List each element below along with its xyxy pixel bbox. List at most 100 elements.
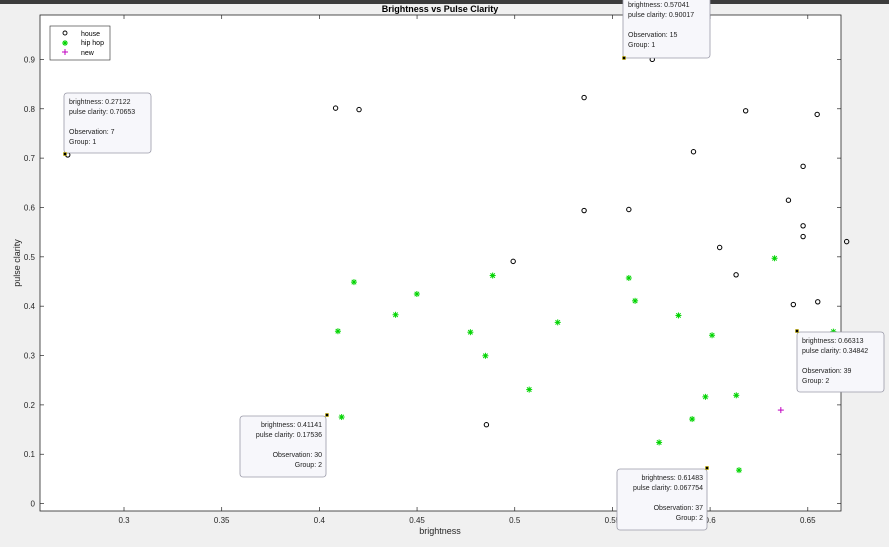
datatip-line: Group: 2 — [295, 462, 322, 469]
datatip-box — [616, 468, 708, 531]
x-tick-label: 0.4 — [314, 516, 326, 525]
hip-hop-point[interactable] — [702, 393, 709, 400]
datatip-line: Group: 2 — [802, 378, 829, 385]
legend-house-label: house — [81, 31, 100, 38]
house-point[interactable] — [332, 105, 339, 111]
y-tick-label: 0.1 — [24, 450, 36, 459]
x-tick-label: 0.65 — [800, 516, 816, 525]
legend-house-marker — [62, 30, 68, 36]
data-points — [65, 56, 850, 474]
datatip-anchor — [705, 466, 709, 470]
house-point[interactable] — [800, 233, 806, 240]
datatip-line: pulse clarity: 0.34842 — [802, 348, 868, 355]
house-point[interactable] — [581, 207, 587, 214]
hip-hop-point[interactable] — [554, 319, 561, 326]
house-point[interactable] — [690, 149, 697, 155]
y-tick-label: 0.7 — [24, 154, 36, 163]
x-tick-label: 0.6 — [705, 516, 717, 525]
new-point[interactable] — [777, 407, 784, 414]
hip-hop-point[interactable] — [334, 328, 341, 335]
house-point[interactable] — [815, 299, 821, 305]
x-tick-label: 0.35 — [214, 516, 230, 525]
datatip-line: brightness: 0.27122 — [69, 99, 131, 106]
y-tick-label: 0.4 — [24, 302, 36, 311]
hip-hop-point[interactable] — [656, 439, 663, 446]
datatip-line: brightness: 0.57041 — [628, 2, 690, 9]
data-tips[interactable]: brightness: 0.27122 pulse clarity: 0.7065… — [63, 0, 885, 531]
hip-hop-point[interactable] — [338, 414, 345, 421]
hip-hop-point[interactable] — [482, 352, 489, 359]
house-point[interactable] — [790, 301, 797, 308]
datatip-line: Observation: 39 — [802, 368, 852, 375]
hip-hop-point[interactable] — [771, 255, 778, 262]
chart-title: Brightness vs Pulse Clarity — [382, 4, 499, 14]
datatip-anchor — [795, 329, 799, 333]
y-tick-label: 0.9 — [24, 55, 36, 64]
hip-hop-point[interactable] — [632, 297, 639, 304]
datatip-line: Observation: 15 — [628, 32, 678, 39]
hip-hop-point[interactable] — [733, 392, 740, 399]
hip-hop-point[interactable] — [736, 467, 743, 474]
y-tick-label: 0 — [31, 500, 36, 509]
house-point[interactable] — [742, 108, 749, 114]
datatip[interactable]: brightness: 0.66313 pulse clarity: 0.3484… — [795, 329, 885, 393]
hip-hop-point[interactable] — [709, 332, 716, 339]
hip-hop-point[interactable] — [689, 416, 696, 423]
datatip[interactable]: brightness: 0.41141 pulse clarity: 0.1753… — [239, 413, 329, 478]
datatip-line: Group: 2 — [676, 515, 703, 522]
hip-hop-point[interactable] — [489, 272, 496, 279]
hip-hop-point[interactable] — [526, 386, 533, 393]
house-point[interactable] — [800, 223, 806, 229]
house-point[interactable] — [716, 244, 723, 251]
datatip[interactable]: brightness: 0.57041 pulse clarity: 0.9001… — [622, 0, 711, 60]
window-top-strip — [0, 0, 889, 4]
datatip-line: pulse clarity: 0.067754 — [633, 485, 703, 492]
datatip-line: Group: 1 — [69, 139, 96, 146]
y-tick-label: 0.6 — [24, 203, 36, 212]
datatip-line: Observation: 7 — [69, 129, 115, 136]
house-point[interactable] — [733, 272, 739, 278]
datatip-anchor — [622, 56, 626, 60]
x-tick-label: 0.5 — [509, 516, 521, 525]
hip-hop-point[interactable] — [675, 312, 682, 319]
legend-hip-hop-marker — [62, 40, 68, 46]
datatip-box — [239, 415, 327, 478]
datatip-line: pulse clarity: 0.17536 — [256, 432, 322, 439]
y-tick-label: 0.2 — [24, 401, 36, 410]
datatip[interactable]: brightness: 0.61483 pulse clarity: 0.0677… — [616, 466, 709, 531]
house-point[interactable] — [785, 197, 792, 203]
datatip-box — [63, 92, 152, 154]
legend-new-label: new — [81, 50, 95, 57]
axis-ticks: 0.3 0.35 0.4 0.45 0.5 0.55 0.6 0.65 0 0.1 0.2 0.3 0.… — [24, 15, 841, 525]
datatip-line: pulse clarity: 0.90017 — [628, 12, 694, 19]
datatip-box — [622, 0, 711, 59]
datatip-anchor — [325, 413, 329, 417]
datatip[interactable]: brightness: 0.27122 pulse clarity: 0.7065… — [63, 92, 152, 156]
house-point[interactable] — [814, 111, 820, 118]
legend-hip-hop-label: hip hop — [81, 40, 104, 47]
legend-new-marker — [62, 49, 68, 55]
datatip-line: brightness: 0.61483 — [642, 475, 704, 482]
datatip-line: brightness: 0.66313 — [802, 338, 864, 345]
datatip-anchor — [63, 152, 67, 156]
hip-hop-point[interactable] — [467, 329, 474, 336]
legend-box — [49, 25, 111, 61]
house-point[interactable] — [843, 238, 850, 245]
house-point[interactable] — [800, 163, 806, 170]
datatip-box — [796, 331, 885, 393]
datatip-line: brightness: 0.41141 — [261, 422, 322, 429]
hip-hop-point[interactable] — [625, 275, 632, 282]
legend[interactable]: house hip hop new — [49, 25, 111, 61]
house-point[interactable] — [510, 258, 516, 265]
plot-area — [39, 14, 842, 512]
house-point[interactable] — [356, 106, 362, 113]
hip-hop-point[interactable] — [350, 279, 357, 286]
house-point[interactable] — [626, 206, 632, 213]
datatip-line: Observation: 37 — [654, 505, 704, 512]
hip-hop-point[interactable] — [413, 290, 420, 297]
house-point[interactable] — [581, 94, 587, 101]
y-axis-label: pulse clarity — [12, 239, 22, 287]
x-tick-label: 0.55 — [605, 516, 621, 525]
hip-hop-point[interactable] — [392, 311, 399, 318]
house-point[interactable] — [483, 422, 490, 428]
